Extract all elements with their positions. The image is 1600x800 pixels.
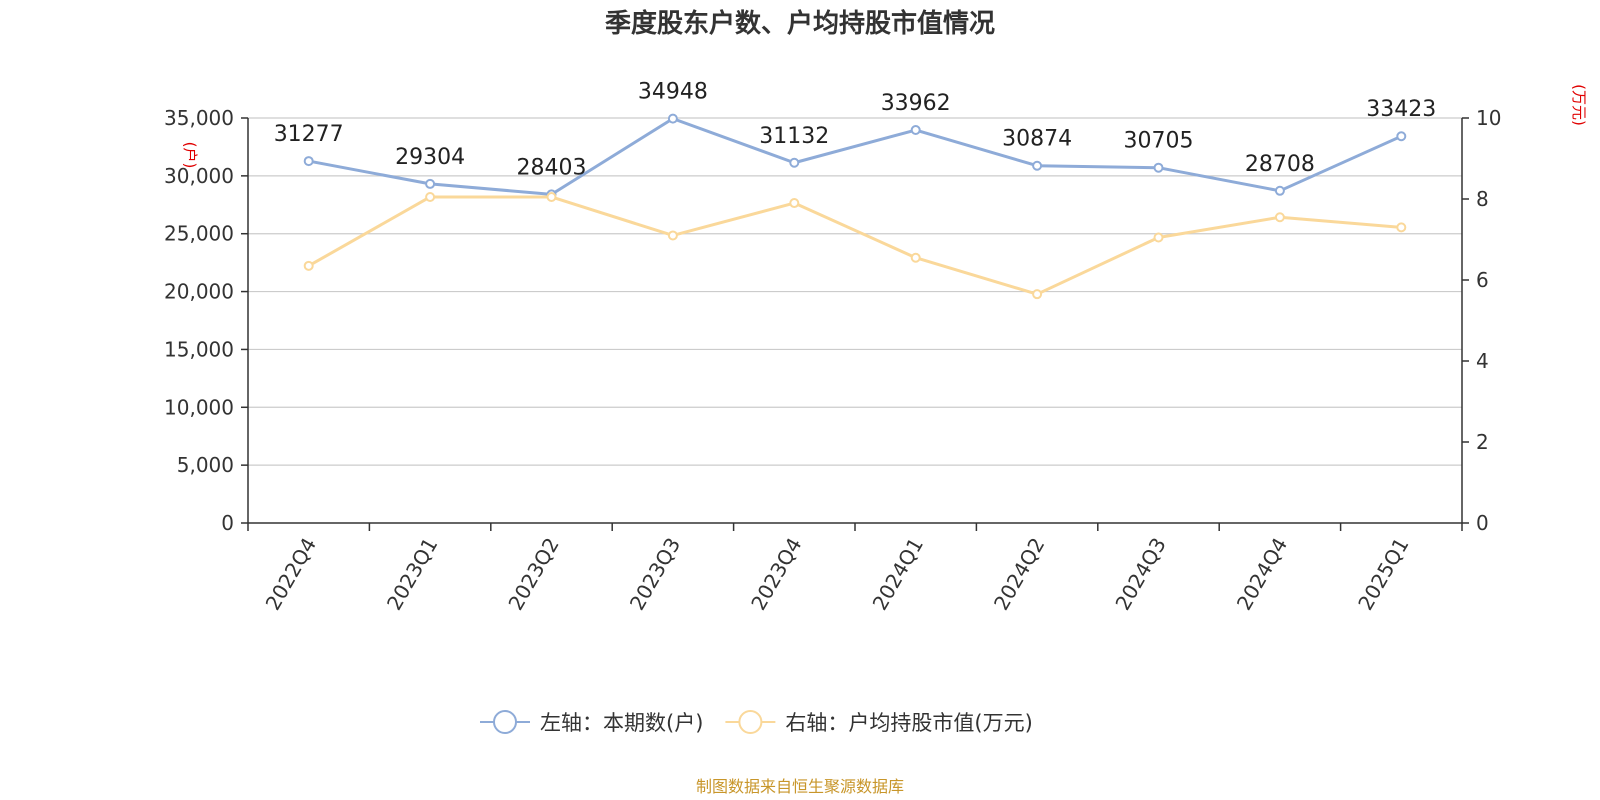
left-series-point[interactable]	[1153, 162, 1164, 173]
x-axis-tick-label: 2024Q4	[1232, 534, 1292, 615]
left-series-line	[308, 117, 1402, 196]
left-axis-tick-label: 35,000	[164, 106, 234, 130]
left-series-point[interactable]	[1274, 185, 1285, 196]
left-axis-tick-label: 20,000	[164, 280, 234, 304]
source-note: 制图数据来自恒生聚源数据库	[696, 777, 904, 796]
left-axis-tick-label: 10,000	[164, 395, 234, 419]
left-axis-tick-label: 5,000	[177, 453, 234, 477]
left-series-point[interactable]	[667, 113, 678, 124]
data-label: 28403	[517, 155, 587, 180]
grid-lines	[248, 117, 1462, 466]
right-axis-unit: (万元)	[1570, 84, 1588, 126]
right-series-point[interactable]	[789, 198, 800, 209]
left-axis-tick-label: 25,000	[164, 222, 234, 246]
data-label: 29304	[395, 145, 465, 170]
left-series-point[interactable]	[789, 157, 800, 168]
x-axis-tick-label: 2023Q1	[382, 534, 442, 615]
x-axis-tick-label: 2023Q2	[503, 534, 563, 615]
x-axis-tick-label: 2025Q1	[1353, 534, 1413, 615]
left-series-point[interactable]	[910, 125, 921, 136]
right-axis-tick-label: 4	[1476, 349, 1489, 373]
data-label: 31132	[759, 124, 829, 149]
right-series-line	[307, 195, 1402, 296]
data-label: 31277	[274, 122, 344, 147]
left-series-point[interactable]	[1396, 131, 1407, 142]
x-axis-tick-label: 2022Q4	[261, 534, 321, 615]
x-axis-tick-label: 2024Q2	[989, 534, 1049, 615]
right-series-point[interactable]	[1274, 212, 1285, 223]
legend-item-right[interactable]: 右轴：户均持股市值(万元)	[725, 710, 1033, 735]
x-axis-tick-label: 2024Q1	[868, 534, 928, 615]
left-series-point[interactable]	[303, 156, 314, 167]
series-layer: 31277 29304 28403 34948 31132 33962 30874 30705…	[274, 80, 1436, 300]
x-axis-tick-label: 2023Q3	[625, 534, 685, 615]
legend-marker-icon	[738, 710, 763, 734]
x-axis-tick-label: 2023Q4	[746, 534, 806, 615]
legend-item-left[interactable]: 左轴：本期数(户)	[480, 710, 703, 735]
data-label: 34948	[638, 80, 708, 105]
chart-title: 季度股东户数、户均持股市值情况	[605, 8, 995, 39]
right-series-point[interactable]	[425, 191, 436, 202]
right-series-point[interactable]	[667, 230, 678, 241]
left-series-point[interactable]	[425, 178, 436, 189]
right-axis-tick-label: 10	[1476, 106, 1501, 130]
right-axis-tick-label: 2	[1476, 430, 1489, 454]
legend-label: 右轴：户均持股市值(万元)	[785, 711, 1032, 735]
left-axis-unit: (户)	[181, 142, 199, 169]
right-axis-tick-label: 6	[1476, 268, 1489, 292]
right-series-point[interactable]	[546, 191, 557, 202]
data-label: 28708	[1245, 152, 1315, 177]
data-label: 30705	[1124, 129, 1194, 154]
data-label: 33962	[881, 91, 951, 116]
right-series-point[interactable]	[1032, 289, 1043, 300]
right-series-point[interactable]	[303, 260, 314, 271]
right-series-point[interactable]	[1396, 222, 1407, 233]
legend[interactable]: 左轴：本期数(户) 右轴：户均持股市值(万元)	[480, 710, 1033, 735]
data-label: 30874	[1002, 127, 1072, 152]
right-axis-tick-label: 0	[1476, 511, 1489, 535]
right-axis-tick-label: 8	[1476, 187, 1489, 211]
left-series-point[interactable]	[1032, 160, 1043, 171]
left-axis-tick-label: 15,000	[164, 337, 234, 361]
data-label: 33423	[1366, 97, 1436, 122]
right-series-point[interactable]	[910, 252, 921, 263]
legend-label: 左轴：本期数(户)	[540, 711, 703, 735]
left-axis-tick-label: 30,000	[164, 164, 234, 188]
x-axis-tick-label: 2024Q3	[1110, 534, 1170, 615]
left-axis-tick-label: 0	[221, 511, 234, 535]
right-series-point[interactable]	[1153, 232, 1164, 243]
legend-marker-icon	[493, 710, 517, 734]
